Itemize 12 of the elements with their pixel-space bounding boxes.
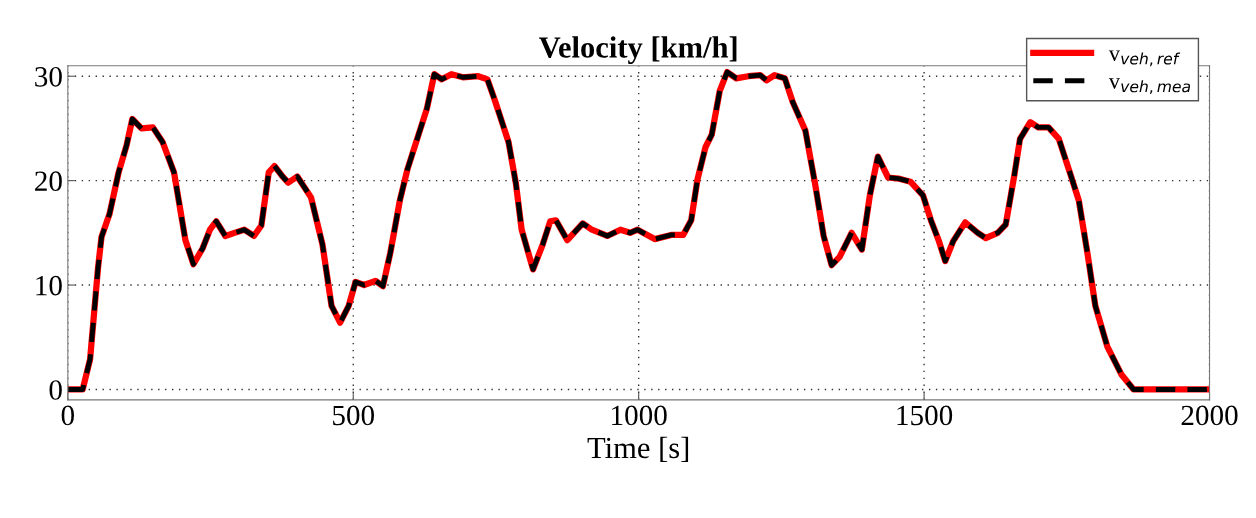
y-tick-label: 30 (35, 66, 62, 87)
x-tick-label: 500 (333, 405, 375, 426)
y-tick-label: 10 (36, 275, 62, 296)
legend-label: v$_{veh,ref}$ (1108, 50, 1181, 67)
y-tick-label: 20 (35, 171, 62, 192)
legend-label: v$_{veh,mea}$ (1108, 78, 1191, 94)
x-axis-title: Time [s] (587, 436, 689, 463)
x-tick-label: 1500 (897, 405, 953, 426)
x-tick-label: 2000 (1181, 405, 1238, 426)
x-tick-label: 1000 (612, 405, 667, 426)
y-tick-label: 0 (49, 380, 62, 400)
chart-title: Velocity [km/h] (539, 36, 737, 65)
